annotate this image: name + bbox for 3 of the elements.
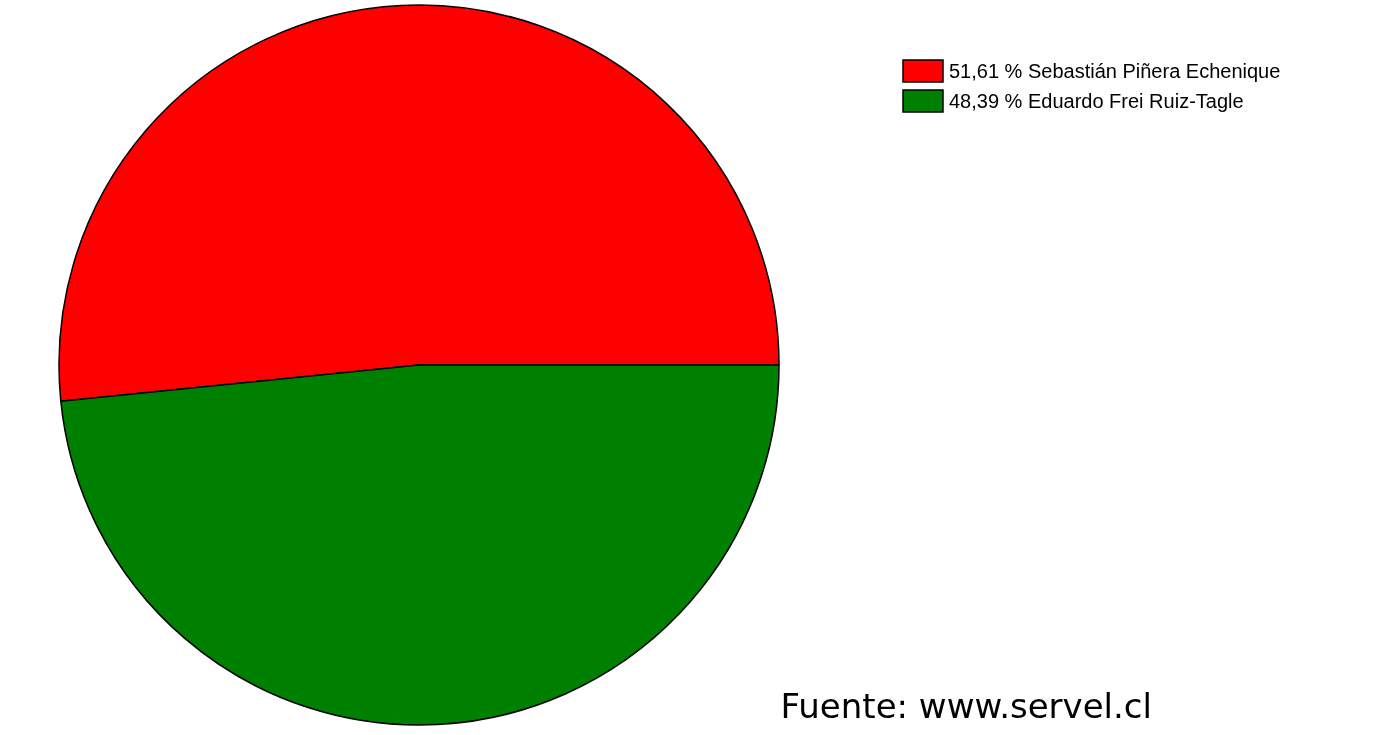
legend-label: 51,61 % Sebastián Piñera Echenique — [949, 60, 1281, 82]
source-note: Fuente: www.servel.cl — [780, 686, 1152, 726]
legend-label: 48,39 % Eduardo Frei Ruiz-Tagle — [949, 90, 1244, 112]
